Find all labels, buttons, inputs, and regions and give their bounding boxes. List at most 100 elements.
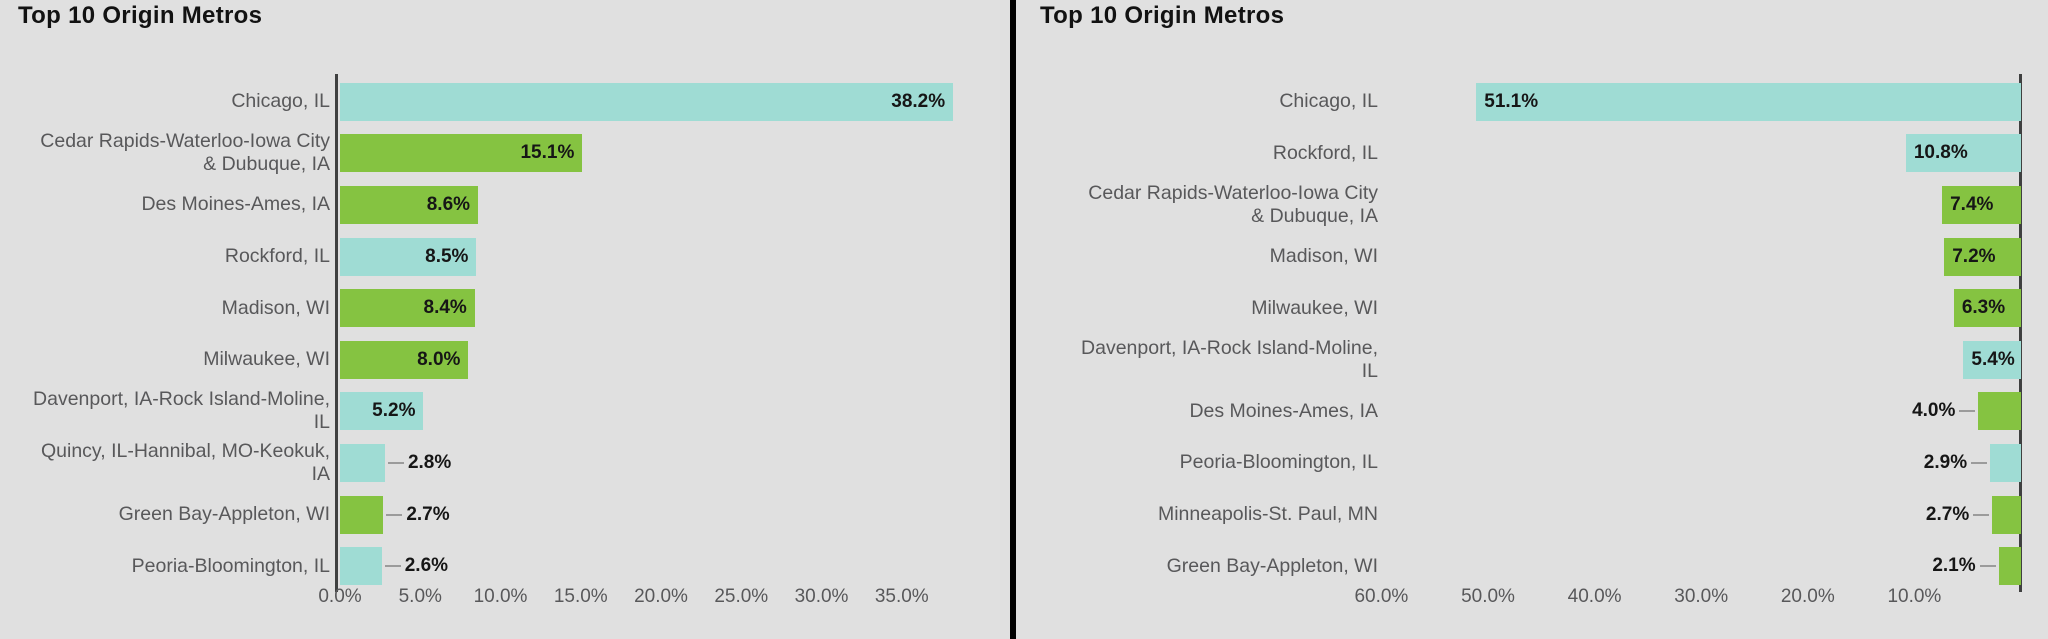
- category-label: Cedar Rapids-Waterloo-Iowa City & Dubuque…: [1020, 179, 1378, 231]
- category-label-text: Madison, WI: [1269, 245, 1378, 268]
- bar[interactable]: [340, 547, 382, 586]
- category-label: Des Moines-Ames, IA: [0, 179, 330, 231]
- category-label: Cedar Rapids-Waterloo-Iowa City & Dubuque…: [0, 128, 330, 180]
- bar-value: 8.4%: [423, 297, 467, 319]
- axis-tick-label: 50.0%: [1461, 586, 1515, 607]
- bar[interactable]: [1998, 547, 2021, 586]
- bar[interactable]: [1978, 392, 2021, 431]
- category-label-text: Minneapolis-St. Paul, MN: [1157, 503, 1378, 526]
- bar-value: 7.4%: [1950, 194, 1994, 215]
- bar-value: 5.4%: [1971, 348, 2015, 370]
- category-label-text: Des Moines-Ames, IA: [141, 193, 330, 216]
- category-label-text: Davenport, IA-Rock Island-Moline, IL: [33, 388, 330, 434]
- bar-value: 5.2%: [372, 400, 416, 422]
- category-label: Green Bay-Appleton, WI: [0, 489, 330, 541]
- leader-line: [387, 462, 404, 464]
- bar[interactable]: [1942, 186, 2021, 224]
- category-label-text: Rockford, IL: [224, 245, 330, 268]
- category-label-text: Chicago, IL: [231, 90, 330, 113]
- left-chart-title: Top 10 Origin Metros: [18, 2, 263, 29]
- category-label-text: Cedar Rapids-Waterloo-Iowa City & Dubuque…: [40, 130, 330, 176]
- axis-tick-label: 10.0%: [1887, 586, 1942, 607]
- category-label-text: Milwaukee, WI: [1251, 296, 1378, 319]
- bar[interactable]: [1990, 444, 2021, 482]
- leader-line: [1973, 513, 1990, 516]
- leader-line: [1971, 462, 1988, 464]
- bar-value: 2.9%: [1923, 452, 1968, 473]
- bar-value: 2.8%: [407, 452, 452, 473]
- bar-value: 4.0%: [1912, 400, 1956, 422]
- bar[interactable]: [340, 495, 384, 534]
- bar-value: 2.1%: [1932, 555, 1976, 577]
- axis-tick-label: 0.0%: [318, 586, 362, 607]
- axis-line: [335, 74, 338, 592]
- bar-value: 6.3%: [1961, 297, 2006, 319]
- right-chart-title: Top 10 Origin Metros: [1040, 2, 1285, 29]
- category-label: Rockford, IL: [1020, 128, 1378, 180]
- bar-value: 7.2%: [1952, 245, 1996, 267]
- category-label-text: Cedar Rapids-Waterloo-Iowa City & Dubuque…: [1088, 181, 1378, 227]
- category-label-text: Green Bay-Appleton, WI: [1166, 554, 1378, 577]
- bar[interactable]: [340, 444, 385, 482]
- category-label-text: Chicago, IL: [1279, 90, 1378, 113]
- bar[interactable]: [1905, 134, 2021, 173]
- axis-tick-label: 5.0%: [398, 586, 442, 607]
- bar-value: 2.7%: [1925, 503, 1970, 525]
- bar[interactable]: [1953, 289, 2021, 328]
- category-label-text: Peoria-Bloomington, IL: [131, 554, 330, 577]
- axis-tick-label: 30.0%: [794, 586, 849, 607]
- category-label-text: Milwaukee, WI: [203, 348, 330, 371]
- bar[interactable]: [340, 237, 477, 276]
- bar[interactable]: [340, 134, 583, 173]
- category-label: Quincy, IL-Hannibal, MO-Keokuk, IA: [0, 437, 330, 489]
- bar-value: 8.6%: [426, 194, 471, 215]
- category-label-text: Rockford, IL: [1272, 141, 1378, 164]
- leader-line: [384, 565, 401, 568]
- category-label: Peoria-Bloomington, IL: [0, 540, 330, 592]
- bar[interactable]: [340, 392, 424, 431]
- axis-tick-label: 40.0%: [1567, 586, 1622, 607]
- category-label: Des Moines-Ames, IA: [1020, 386, 1378, 438]
- leader-line: [1959, 410, 1976, 413]
- panel-divider: [1010, 0, 1016, 639]
- bar-value: 38.2%: [891, 90, 946, 112]
- leader-line: [386, 513, 403, 516]
- axis-tick-label: 20.0%: [634, 586, 688, 607]
- bar[interactable]: [1963, 340, 2021, 379]
- bar-value: 2.7%: [406, 503, 450, 525]
- bar[interactable]: [1476, 82, 2021, 121]
- axis-line: [2019, 74, 2022, 592]
- category-label: Madison, WI: [1020, 231, 1378, 283]
- bar-value: 2.6%: [404, 555, 449, 577]
- axis-tick-label: 30.0%: [1674, 586, 1729, 607]
- bar[interactable]: [1992, 495, 2021, 534]
- category-label: Rockford, IL: [0, 231, 330, 283]
- category-label-text: Quincy, IL-Hannibal, MO-Keokuk, IA: [40, 439, 330, 485]
- category-label: Madison, WI: [0, 282, 330, 334]
- bar[interactable]: [1944, 237, 2021, 276]
- leader-line: [1979, 565, 1996, 568]
- category-label: Minneapolis-St. Paul, MN: [1020, 489, 1378, 541]
- bar[interactable]: [340, 82, 954, 121]
- category-label: Chicago, IL: [1020, 76, 1378, 128]
- category-label: Davenport, IA-Rock Island-Moline, IL: [0, 386, 330, 438]
- category-label-text: Davenport, IA-Rock Island-Moline, IL: [1081, 336, 1378, 382]
- bar-value: 8.5%: [425, 245, 469, 267]
- bar-value: 51.1%: [1484, 90, 1539, 112]
- bar[interactable]: [340, 186, 479, 224]
- category-label: Milwaukee, WI: [0, 334, 330, 386]
- axis-tick-label: 10.0%: [473, 586, 528, 607]
- bar-value: 10.8%: [1913, 142, 1968, 164]
- category-label: Milwaukee, WI: [1020, 282, 1378, 334]
- bar-value: 15.1%: [520, 142, 575, 164]
- category-label: Green Bay-Appleton, WI: [1020, 540, 1378, 592]
- bar[interactable]: [340, 340, 469, 379]
- category-label-text: Peoria-Bloomington, IL: [1179, 451, 1378, 474]
- category-label-text: Madison, WI: [221, 296, 330, 319]
- axis-tick-label: 25.0%: [714, 586, 769, 607]
- bar[interactable]: [340, 289, 475, 328]
- axis-tick-label: 35.0%: [874, 586, 929, 607]
- category-label: Chicago, IL: [0, 76, 330, 128]
- axis-tick-label: 20.0%: [1780, 586, 1835, 607]
